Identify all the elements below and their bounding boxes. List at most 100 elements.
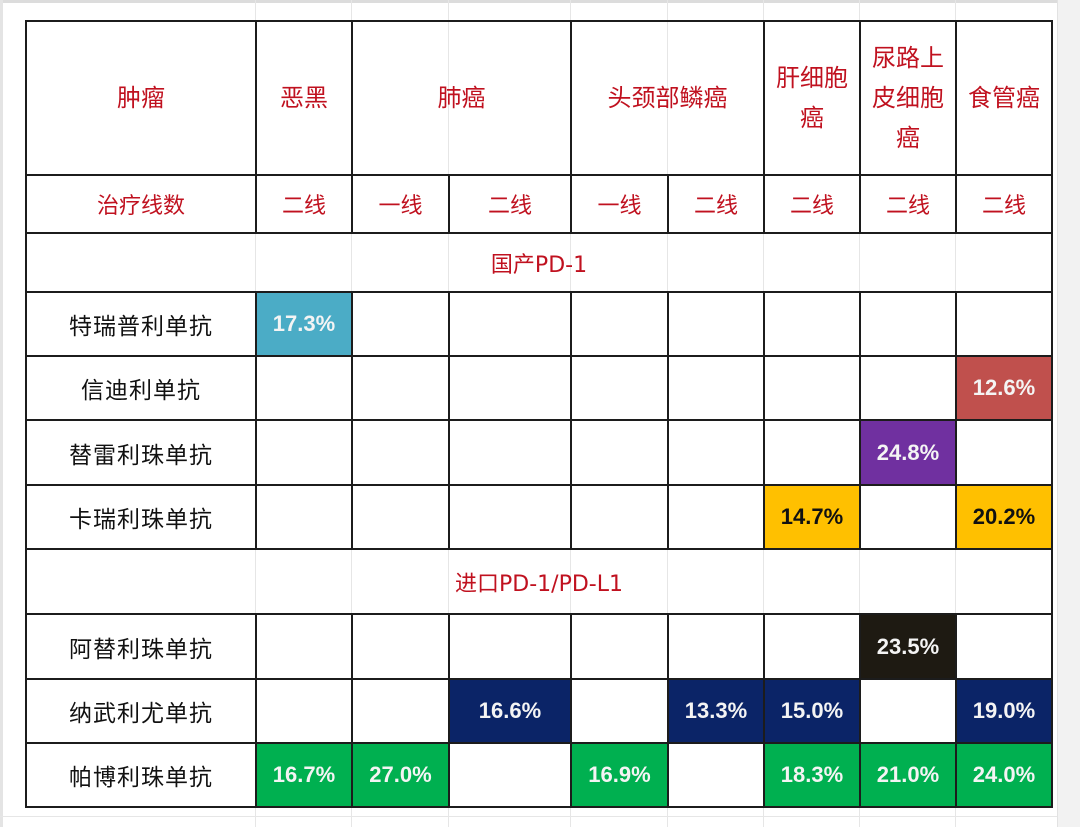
treatment-line-row: 治疗线数 二线 一线 二线 一线 二线 二线 二线 二线: [25, 174, 1053, 234]
empty-cell: [448, 613, 572, 680]
response-rate-value: 18.3%: [780, 762, 844, 787]
table-row: 特瑞普利单抗 17.3%: [25, 291, 1053, 357]
empty-cell: [448, 742, 572, 808]
response-rate-value: 19.0%: [972, 698, 1036, 723]
table-row: 纳武利尤单抗 16.6% 13.3% 15.0% 19.0%: [25, 678, 1053, 744]
line-cell: 二线: [255, 174, 353, 234]
corner-header-cell: 肿瘤: [25, 20, 257, 176]
response-rate-value: 21.0%: [876, 762, 940, 787]
empty-cell: [448, 419, 572, 486]
section-title-cell: 国产PD-1: [25, 232, 1053, 293]
drug-name-cell: 卡瑞利珠单抗: [25, 484, 257, 550]
response-rate-value: 15.0%: [780, 698, 844, 723]
response-rate-cell: 19.0%: [955, 678, 1053, 744]
empty-cell: [667, 291, 765, 357]
response-rate-value: 14.7%: [780, 504, 844, 529]
response-rate-value: 16.7%: [272, 762, 336, 787]
section-title-cell: 进口PD-1/PD-L1: [25, 548, 1053, 615]
response-rate-cell: 16.7%: [255, 742, 353, 808]
empty-cell: [955, 291, 1053, 357]
line-cell: 二线: [667, 174, 765, 234]
empty-cell: [351, 291, 450, 357]
empty-cell: [763, 355, 861, 421]
response-rate-cell: 12.6%: [955, 355, 1053, 421]
response-rate-value: 16.9%: [588, 762, 651, 787]
drug-name: 卡瑞利珠单抗: [69, 507, 213, 533]
empty-cell: [570, 355, 669, 421]
response-rate-value: 12.6%: [972, 375, 1036, 400]
response-rate-cell: 18.3%: [763, 742, 861, 808]
drug-name-cell: 纳武利尤单抗: [25, 678, 257, 744]
empty-cell: [448, 355, 572, 421]
line-cell: 二线: [448, 174, 572, 234]
table-row: 信迪利单抗 12.6%: [25, 355, 1053, 421]
response-rate-cell: 13.3%: [667, 678, 765, 744]
domestic-rows: 特瑞普利单抗 17.3% 信迪利单抗 12.6% 替雷利珠单抗 24.8% 卡瑞利珠单抗 14…: [25, 291, 1053, 550]
line-cell: 二线: [955, 174, 1053, 234]
drug-name-cell: 信迪利单抗: [25, 355, 257, 421]
response-rate-cell: 15.0%: [763, 678, 861, 744]
tumor-header-hcc: 肝细胞癌: [763, 20, 861, 176]
table-row: 帕博利珠单抗 16.7% 27.0% 16.9% 18.3% 21.0% 24.0%: [25, 742, 1053, 808]
empty-cell: [351, 613, 450, 680]
response-rate-value: 24.8%: [876, 439, 940, 465]
table-row: 替雷利珠单抗 24.8%: [25, 419, 1053, 486]
response-rate-cell: 27.0%: [351, 742, 450, 808]
response-rate-value: 20.2%: [972, 504, 1036, 529]
empty-cell: [667, 613, 765, 680]
empty-cell: [955, 613, 1053, 680]
empty-cell: [667, 484, 765, 550]
drug-name: 信迪利单抗: [81, 378, 201, 404]
response-rate-cell: 24.8%: [859, 419, 957, 486]
empty-cell: [570, 419, 669, 486]
empty-cell: [859, 484, 957, 550]
empty-cell: [351, 419, 450, 486]
drug-name-cell: 帕博利珠单抗: [25, 742, 257, 808]
empty-cell: [859, 291, 957, 357]
drug-name-cell: 阿替利珠单抗: [25, 613, 257, 680]
window-top-edge: [0, 0, 1080, 3]
empty-cell: [448, 291, 572, 357]
response-rate-cell: 17.3%: [255, 291, 353, 357]
response-rate-value: 27.0%: [369, 762, 432, 787]
empty-cell: [351, 355, 450, 421]
empty-cell: [255, 355, 353, 421]
empty-cell: [763, 613, 861, 680]
vertical-scrollbar[interactable]: [1057, 0, 1080, 827]
drug-name: 帕博利珠单抗: [69, 765, 213, 791]
empty-cell: [570, 613, 669, 680]
response-rate-value: 23.5%: [876, 633, 940, 659]
empty-cell: [448, 484, 572, 550]
empty-cell: [859, 678, 957, 744]
empty-cell: [255, 678, 353, 744]
response-rate-cell: 14.7%: [763, 484, 861, 550]
window-left-edge: [0, 0, 3, 827]
table-row: 阿替利珠单抗 23.5%: [25, 613, 1053, 680]
drug-name-cell: 替雷利珠单抗: [25, 419, 257, 486]
line-cell: 一线: [351, 174, 450, 234]
tumor-header-head-neck: 头颈部鳞癌: [570, 20, 765, 176]
pd1-response-rate-table: 肿瘤 恶黑 肺癌 头颈部鳞癌 肝细胞癌 尿路上 皮细胞癌 食管癌 治疗线数 二线 …: [25, 20, 1053, 808]
empty-cell: [255, 613, 353, 680]
tumor-header-melanoma: 恶黑: [255, 20, 353, 176]
drug-name: 特瑞普利单抗: [69, 314, 213, 340]
empty-cell: [255, 419, 353, 486]
section-header-domestic: 国产PD-1: [25, 232, 1053, 293]
drug-name: 阿替利珠单抗: [69, 636, 213, 663]
response-rate-value: 13.3%: [684, 698, 748, 723]
empty-cell: [570, 678, 669, 744]
section-header-imported: 进口PD-1/PD-L1: [25, 548, 1053, 615]
response-rate-value: 16.6%: [478, 698, 542, 723]
response-rate-cell: 20.2%: [955, 484, 1053, 550]
empty-cell: [667, 742, 765, 808]
treatment-line-label-cell: 治疗线数: [25, 174, 257, 234]
drug-name: 替雷利珠单抗: [69, 442, 213, 469]
empty-cell: [763, 419, 861, 486]
tumor-header-urothelial: 尿路上 皮细胞癌: [859, 20, 957, 176]
empty-cell: [570, 291, 669, 357]
line-cell: 二线: [859, 174, 957, 234]
response-rate-cell: 23.5%: [859, 613, 957, 680]
empty-cell: [667, 419, 765, 486]
response-rate-value: 17.3%: [272, 311, 336, 336]
tumor-label: 肿瘤: [117, 84, 165, 112]
